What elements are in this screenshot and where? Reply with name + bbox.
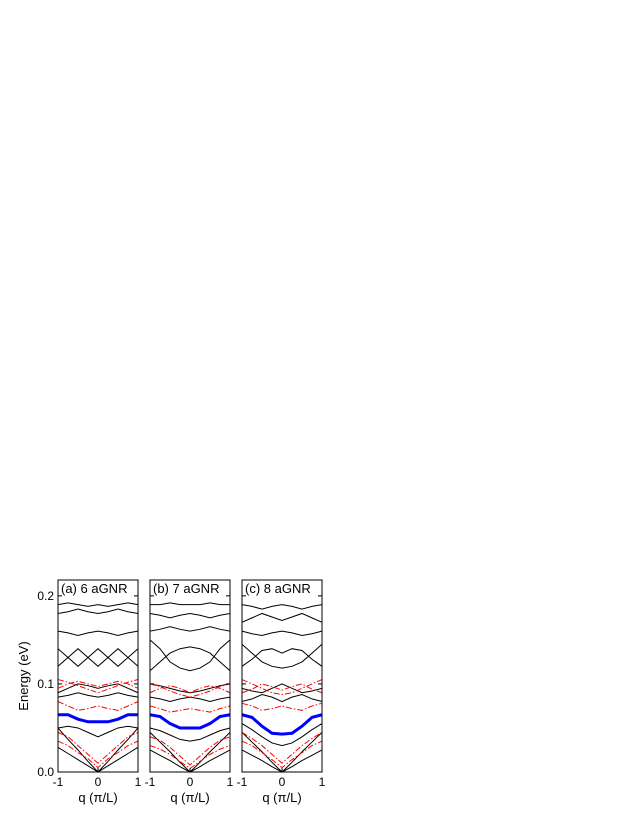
band-line <box>149 736 231 766</box>
x-tick-label: -1 <box>53 775 64 789</box>
x-axis-label: q (π/L) <box>170 790 209 805</box>
x-tick-label: 1 <box>319 775 326 789</box>
panel-title: (c) 8 aGNR <box>245 581 311 596</box>
band-line <box>57 740 139 769</box>
band-line <box>57 692 139 698</box>
panel: (a) 6 aGNR -1 0 1 q (π/L) 0.0 0.1 0.2 Energy (eV… <box>16 579 142 805</box>
band-line <box>241 693 323 703</box>
band-line <box>241 713 323 736</box>
band-line <box>149 612 231 619</box>
x-axis-label: q (π/L) <box>262 790 301 805</box>
title-bg <box>151 581 229 597</box>
band-line <box>149 685 231 694</box>
band-line <box>57 630 139 637</box>
band-line <box>149 732 231 773</box>
panel: (b) 7 aGNR -1 0 1 q (π/L) <box>145 579 234 805</box>
band-line <box>57 648 139 667</box>
y-tick-label: 0.1 <box>37 677 54 691</box>
band-line <box>149 683 231 694</box>
band-line <box>150 602 230 606</box>
band-line <box>241 612 323 623</box>
band-line <box>57 725 139 738</box>
x-tick-label: -1 <box>237 775 248 789</box>
x-tick-label: -1 <box>145 775 156 789</box>
band-line <box>241 648 323 667</box>
title-bg <box>59 581 137 597</box>
band-line <box>241 740 323 769</box>
band-line <box>241 679 323 696</box>
band-line <box>57 683 139 694</box>
band-line <box>149 705 231 713</box>
x-tick-label: 0 <box>95 775 102 789</box>
band-line <box>241 643 323 669</box>
x-tick-label: 0 <box>187 775 194 789</box>
band-line <box>57 648 139 667</box>
band-line <box>57 727 139 773</box>
x-tick-label: 0 <box>279 775 286 789</box>
plot-frame <box>241 579 323 773</box>
band-line <box>149 727 231 742</box>
band-line <box>241 630 323 636</box>
band-line <box>241 683 323 694</box>
y-tick-label: 0.0 <box>37 765 54 779</box>
band-line <box>149 713 231 730</box>
band-line <box>241 732 323 773</box>
band-line <box>149 626 231 632</box>
band-line <box>241 604 323 610</box>
x-tick-label: 1 <box>227 775 234 789</box>
band-line <box>241 723 323 747</box>
x-axis-label: q (π/L) <box>78 790 117 805</box>
band-line <box>149 696 231 703</box>
y-tick-label: 0.2 <box>37 589 54 603</box>
panel: (c) 8 aGNR -1 0 1 q (π/L) <box>237 579 326 805</box>
band-line <box>58 713 138 724</box>
band-line <box>57 608 139 614</box>
band-line <box>57 679 139 694</box>
band-line <box>149 646 231 672</box>
plot-frame <box>149 579 231 773</box>
band-line <box>57 731 139 764</box>
band-line <box>149 639 231 672</box>
band-line <box>241 702 323 711</box>
band-line <box>241 731 323 764</box>
band-line <box>57 602 139 607</box>
band-line <box>241 683 323 694</box>
panel-title: (b) 7 aGNR <box>153 581 219 596</box>
panel-title: (a) 6 aGNR <box>61 581 127 596</box>
x-tick-label: 1 <box>135 775 142 789</box>
y-axis-label: Energy (eV) <box>16 641 31 710</box>
band-line <box>149 683 231 698</box>
title-bg <box>243 581 321 597</box>
plot-frame <box>57 579 139 773</box>
band-line <box>57 701 139 711</box>
